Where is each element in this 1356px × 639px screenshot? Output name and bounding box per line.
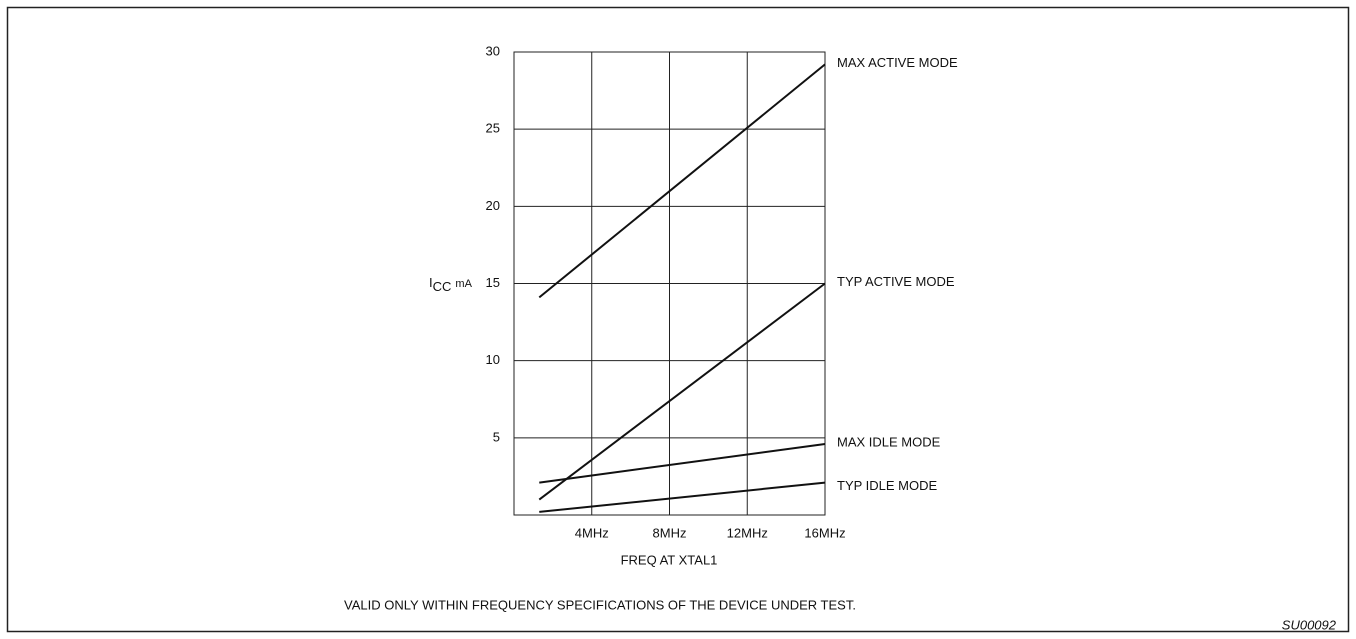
y-tick-label: 15: [486, 275, 500, 290]
footnote: VALID ONLY WITHIN FREQUENCY SPECIFICATIO…: [344, 597, 856, 612]
x-tick-label: 12MHz: [727, 525, 768, 540]
x-tick-label: 16MHz: [804, 525, 845, 540]
series-line: [538, 63, 826, 299]
y-tick-label: 20: [486, 198, 500, 213]
y-tick-label: 5: [493, 429, 500, 444]
series-line: [539, 443, 826, 484]
y-label-symbol: I: [429, 275, 433, 290]
y-label-subscript: CC: [433, 279, 452, 294]
y-tick-label: 30: [486, 43, 500, 58]
y-tick-label: 25: [486, 121, 500, 136]
frame: [6, 6, 1350, 633]
series-line: [538, 282, 826, 501]
series-label: MAX IDLE MODE: [837, 434, 941, 449]
series-line: [539, 481, 826, 513]
series-label: TYP ACTIVE MODE: [837, 274, 955, 289]
y-label-unit: mA: [455, 278, 472, 290]
x-tick-label: 4MHz: [575, 525, 609, 540]
x-tick-label: 8MHz: [653, 525, 687, 540]
x-axis-label: FREQ AT XTAL1: [621, 552, 718, 567]
figure-code: SU00092: [1282, 617, 1337, 632]
series-label: MAX ACTIVE MODE: [837, 55, 958, 70]
y-tick-label: 10: [486, 352, 500, 367]
series-label: TYP IDLE MODE: [837, 478, 938, 493]
y-axis-label: ICC mA: [429, 275, 473, 294]
